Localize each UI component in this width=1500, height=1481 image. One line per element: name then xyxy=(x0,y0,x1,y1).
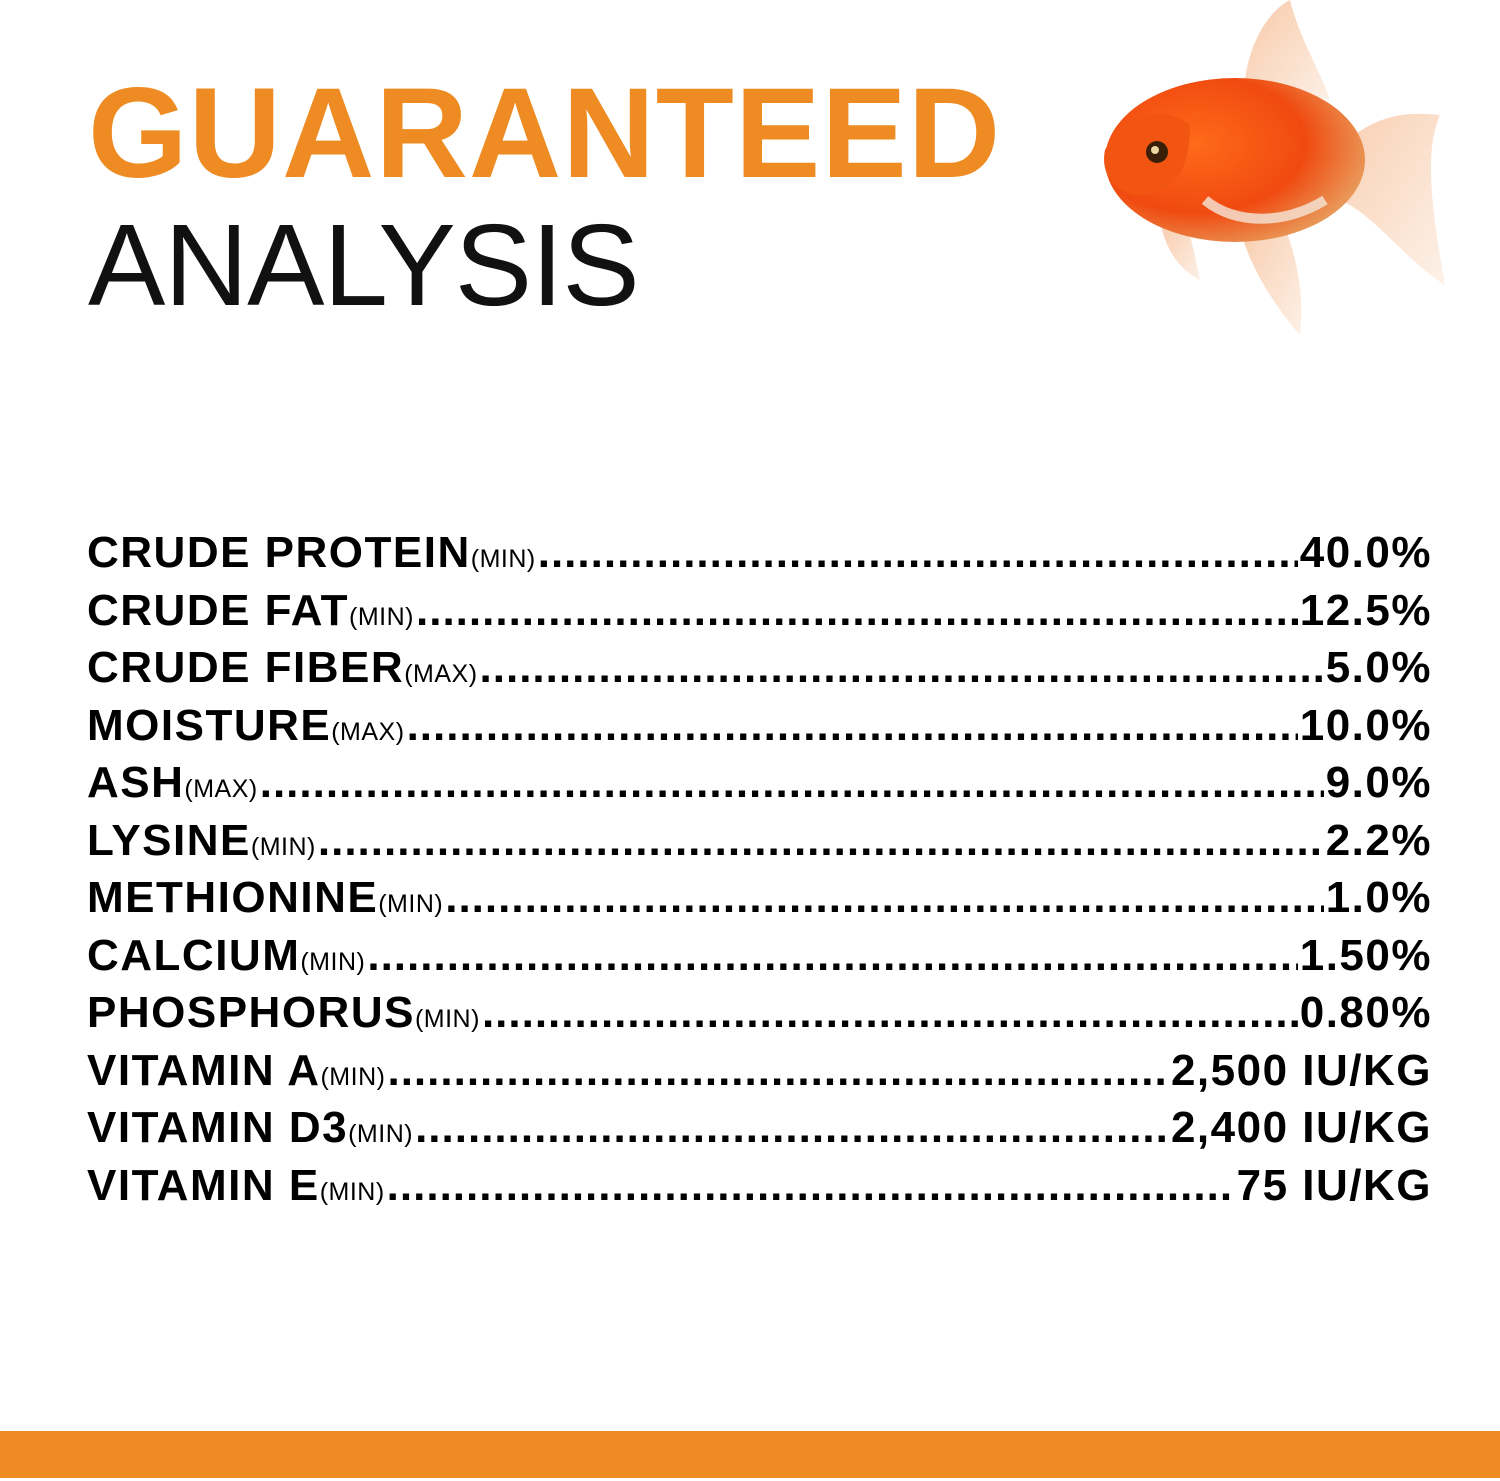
nutrient-value: 75 IU/KG xyxy=(1236,1160,1432,1210)
nutrient-value: 1.0% xyxy=(1325,873,1432,922)
dot-leader xyxy=(415,1103,1169,1153)
nutrient-name: CALCIUM xyxy=(87,930,301,980)
dot-leader xyxy=(480,643,1324,693)
analysis-row: CRUDE FAT(MIN) 12.5% xyxy=(87,586,1432,644)
nutrient-value: 2.2% xyxy=(1325,815,1432,865)
nutrient-name: LYSINE xyxy=(87,815,251,865)
dot-leader xyxy=(387,1161,1235,1211)
dot-leader xyxy=(445,873,1323,923)
nutrient-name: VITAMIN E xyxy=(87,1160,320,1210)
nutrient-name: METHIONINE xyxy=(87,873,379,922)
analysis-row: MOISTURE(MAX) 10.0% xyxy=(87,701,1432,759)
nutrient-name: VITAMIN A xyxy=(87,1045,321,1095)
nutrient-value: 2,500 IU/KG xyxy=(1170,1045,1432,1095)
nutrient-value: 0.80% xyxy=(1299,988,1432,1037)
nutrient-name: CRUDE FIBER xyxy=(87,643,405,692)
nutrient-qualifier: (MIN) xyxy=(378,890,444,918)
nutrient-name: PHOSPHORUS xyxy=(87,988,415,1037)
nutrient-value: 1.50% xyxy=(1299,930,1432,980)
dot-leader xyxy=(260,758,1324,808)
analysis-row: VITAMIN E(MIN) 75 IU/KG xyxy=(87,1161,1432,1219)
nutrient-value: 12.5% xyxy=(1299,585,1432,635)
nutrient-qualifier: (MIN) xyxy=(320,1062,386,1091)
nutrient-qualifier: (MIN) xyxy=(414,1005,480,1033)
nutrient-value: 10.0% xyxy=(1299,700,1432,750)
nutrient-value: 2,400 IU/KG xyxy=(1170,1103,1432,1152)
dot-leader xyxy=(482,988,1298,1038)
nutrient-qualifier: (MIN) xyxy=(348,1120,414,1148)
nutrient-qualifier: (MIN) xyxy=(319,1177,385,1206)
nutrient-value: 40.0% xyxy=(1299,528,1432,577)
heading-analysis: ANALYSIS xyxy=(88,200,640,330)
analysis-row: CALCIUM(MIN) 1.50% xyxy=(87,931,1432,989)
analysis-row: CRUDE FIBER(MAX) 5.0% xyxy=(87,643,1432,701)
nutrient-qualifier: (MAX) xyxy=(404,660,478,688)
nutrient-name: CRUDE FAT xyxy=(87,585,350,635)
nutrient-qualifier: (MIN) xyxy=(250,832,316,861)
nutrient-qualifier: (MIN) xyxy=(300,947,366,976)
dot-leader xyxy=(416,586,1298,636)
dot-leader xyxy=(387,1046,1168,1096)
dot-leader xyxy=(407,701,1298,751)
nutrient-qualifier: (MIN) xyxy=(349,602,414,631)
nutrient-qualifier: (MAX) xyxy=(184,775,258,803)
analysis-row: METHIONINE(MIN) 1.0% xyxy=(87,873,1432,931)
nutrient-value: 9.0% xyxy=(1325,758,1432,807)
guaranteed-analysis-table: CRUDE PROTEIN(MIN)40.0% CRUDE FAT(MIN)12… xyxy=(87,528,1432,1218)
analysis-row: ASH(MAX) 9.0% xyxy=(87,758,1432,816)
analysis-row: VITAMIN D3(MIN) 2,400 IU/KG xyxy=(87,1103,1432,1161)
nutrient-name: ASH xyxy=(87,758,185,807)
footer-accent-bar xyxy=(0,1431,1500,1478)
dot-leader xyxy=(318,816,1324,866)
nutrient-qualifier: (MAX) xyxy=(331,717,405,746)
heading-guaranteed: GUARANTEED xyxy=(88,62,1002,205)
analysis-row: CRUDE PROTEIN(MIN) 40.0% xyxy=(87,528,1432,586)
nutrient-qualifier: (MIN) xyxy=(470,545,536,573)
dot-leader xyxy=(367,931,1297,981)
dot-leader xyxy=(538,528,1298,578)
nutrient-value: 5.0% xyxy=(1325,643,1432,692)
nutrient-name: MOISTURE xyxy=(87,700,332,750)
goldfish-image xyxy=(1104,0,1445,335)
analysis-row: LYSINE(MIN) 2.2% xyxy=(87,816,1432,874)
nutrient-name: VITAMIN D3 xyxy=(87,1103,349,1152)
analysis-row: PHOSPHORUS(MIN) 0.80% xyxy=(87,988,1432,1046)
analysis-row: VITAMIN A(MIN) 2,500 IU/KG xyxy=(87,1046,1432,1104)
nutrient-name: CRUDE PROTEIN xyxy=(87,528,471,577)
